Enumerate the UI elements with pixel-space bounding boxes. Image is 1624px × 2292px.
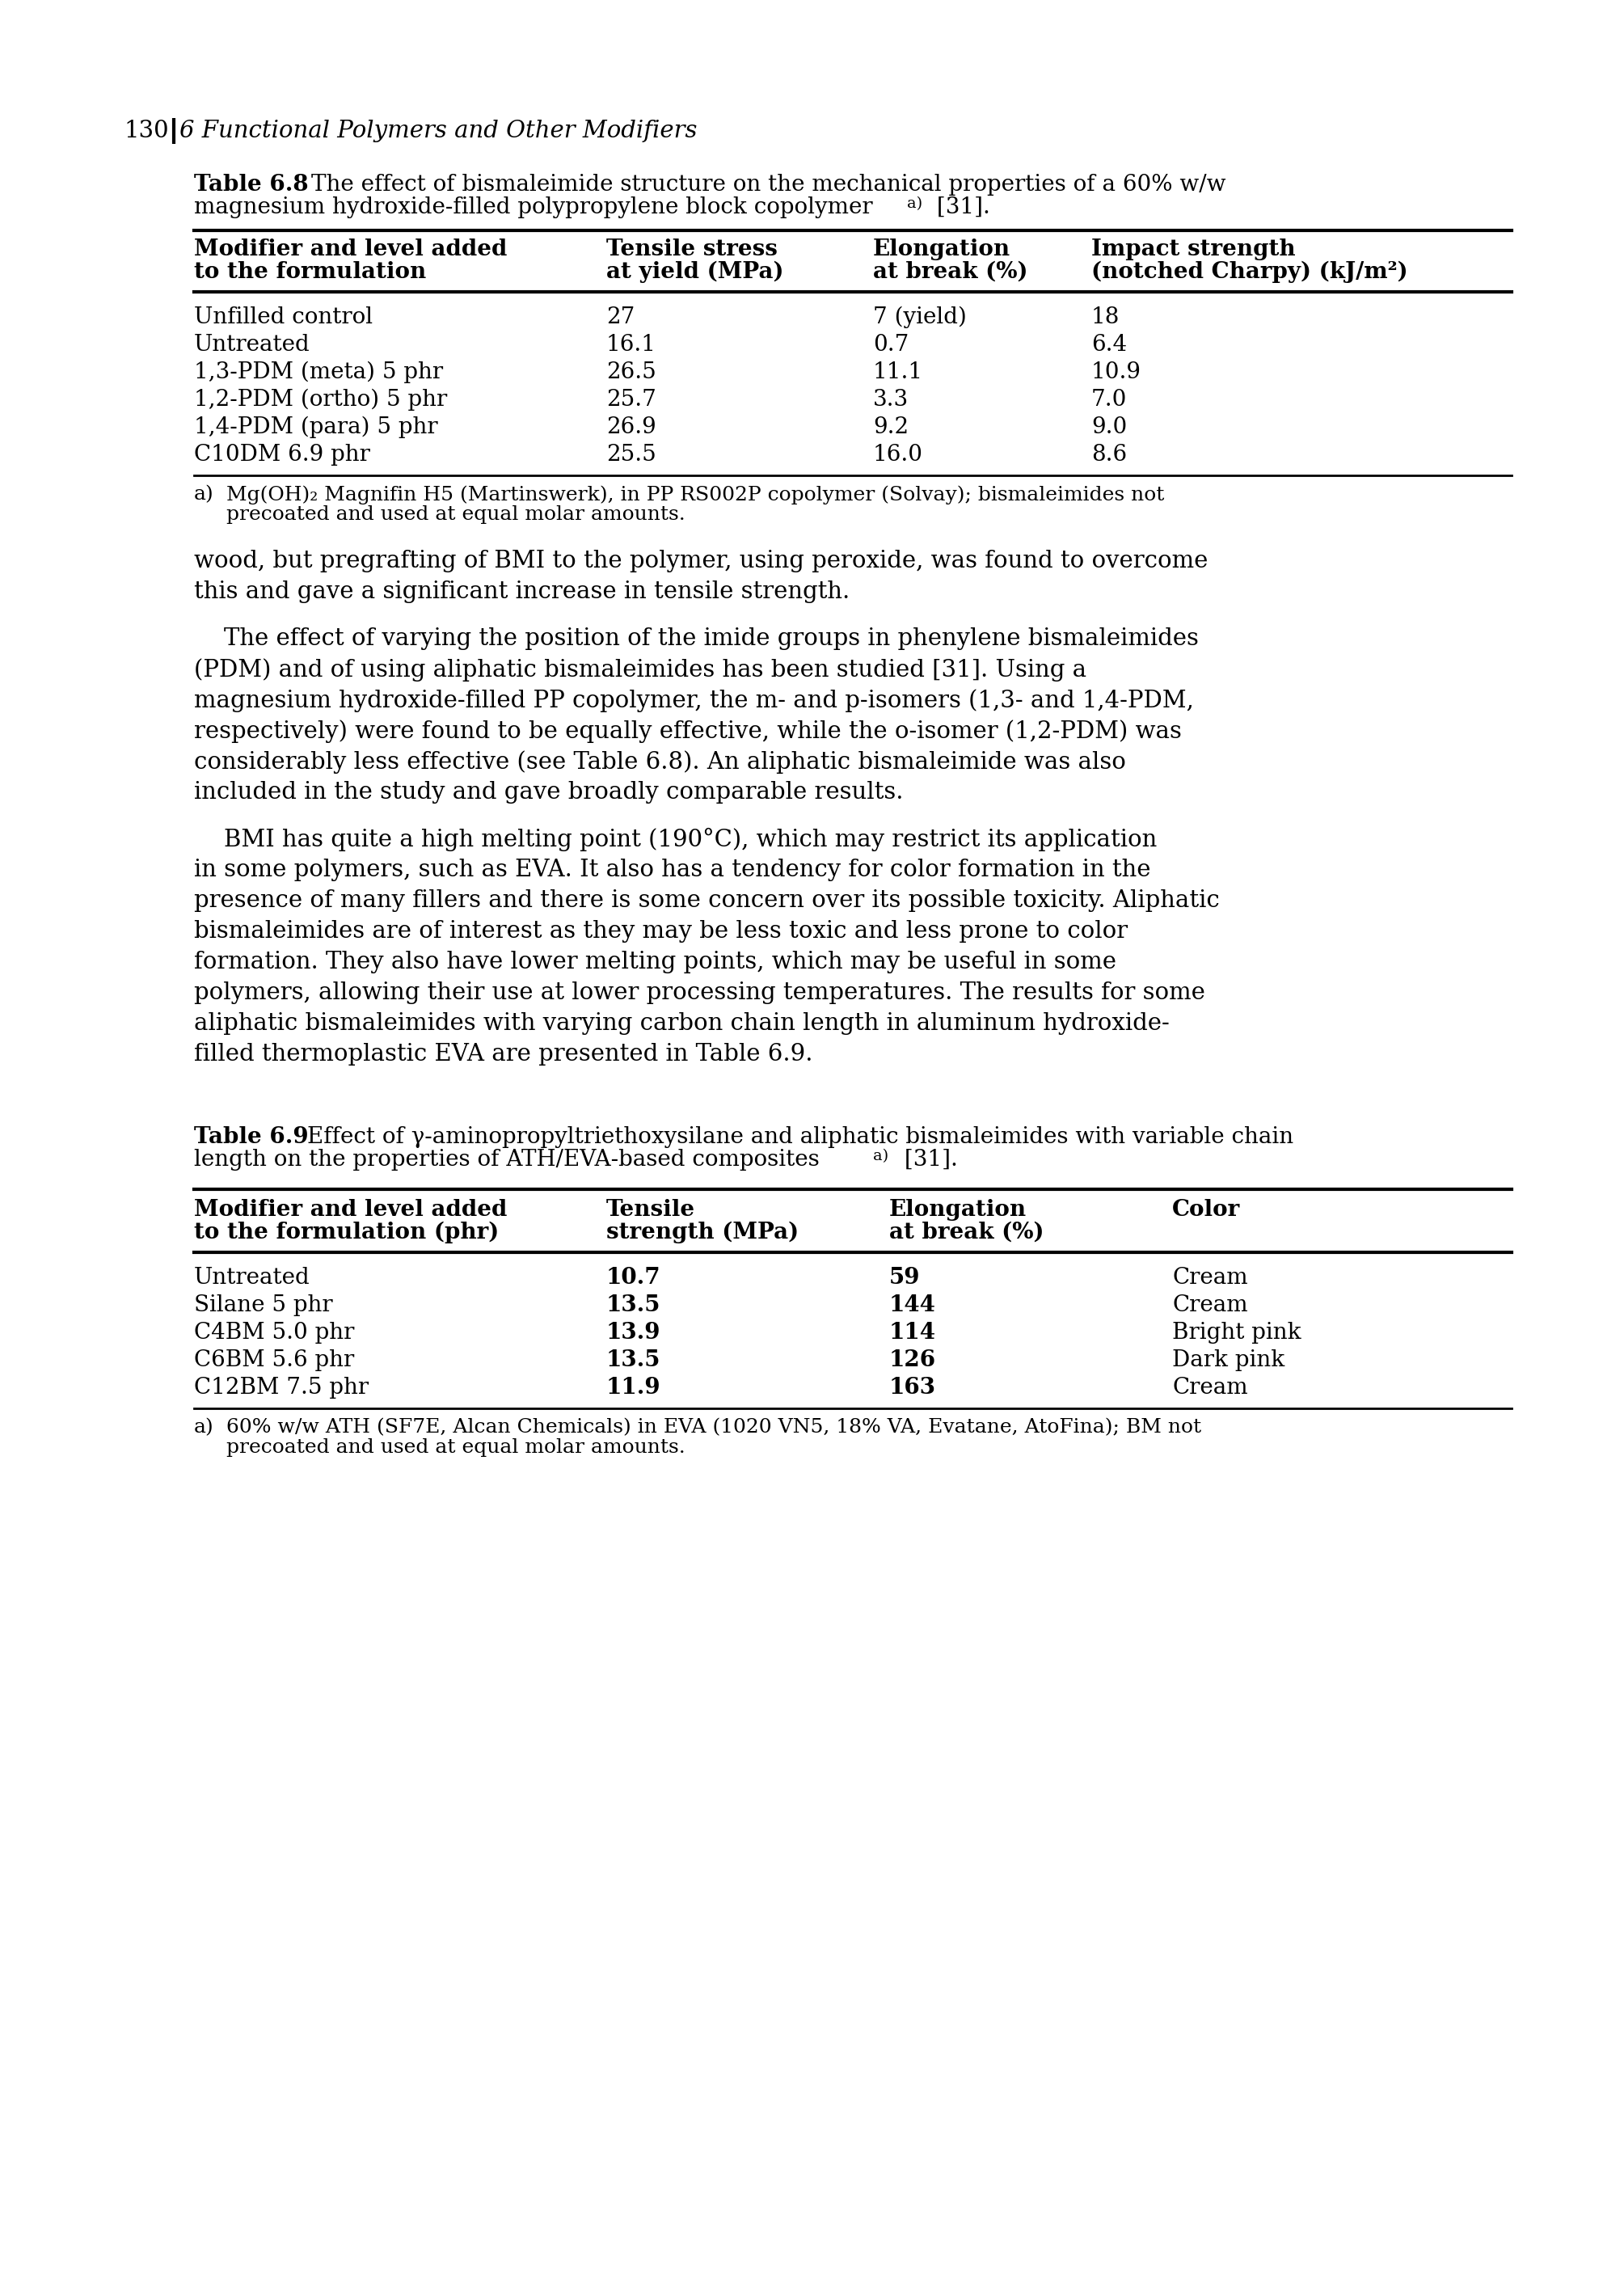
Text: at yield (MPa): at yield (MPa) bbox=[606, 261, 784, 284]
Text: at break (%): at break (%) bbox=[890, 1222, 1044, 1245]
Text: filled thermoplastic EVA are presented in Table 6.9.: filled thermoplastic EVA are presented i… bbox=[193, 1043, 812, 1066]
Text: 1,4-PDM (para) 5 phr: 1,4-PDM (para) 5 phr bbox=[193, 417, 438, 438]
Text: 13.5: 13.5 bbox=[606, 1295, 661, 1316]
Text: Tensile stress: Tensile stress bbox=[606, 238, 778, 261]
Text: 27: 27 bbox=[606, 307, 635, 328]
Text: C4BM 5.0 phr: C4BM 5.0 phr bbox=[193, 1322, 354, 1343]
Text: 26.5: 26.5 bbox=[606, 362, 656, 383]
Text: Effect of γ-aminopropyltriethoxysilane and aliphatic bismaleimides with variable: Effect of γ-aminopropyltriethoxysilane a… bbox=[307, 1125, 1293, 1148]
Text: 59: 59 bbox=[890, 1267, 921, 1288]
Text: [31].: [31]. bbox=[929, 197, 991, 218]
Text: a): a) bbox=[193, 486, 214, 504]
Text: 130: 130 bbox=[123, 119, 169, 142]
Text: Cream: Cream bbox=[1173, 1295, 1247, 1316]
Text: Cream: Cream bbox=[1173, 1377, 1247, 1398]
Text: The effect of bismaleimide structure on the mechanical properties of a 60% w/w: The effect of bismaleimide structure on … bbox=[312, 174, 1226, 195]
Text: a): a) bbox=[193, 1419, 214, 1437]
Text: C6BM 5.6 phr: C6BM 5.6 phr bbox=[193, 1350, 354, 1371]
Text: Mg(OH)₂ Magnifin H5 (Martinswerk), in PP RS002P copolymer (Solvay); bismaleimide: Mg(OH)₂ Magnifin H5 (Martinswerk), in PP… bbox=[226, 486, 1164, 504]
Text: to the formulation (phr): to the formulation (phr) bbox=[193, 1222, 499, 1245]
Text: to the formulation: to the formulation bbox=[193, 261, 425, 282]
Text: 7 (yield): 7 (yield) bbox=[874, 307, 966, 328]
Text: Bright pink: Bright pink bbox=[1173, 1322, 1301, 1343]
Text: 6.4: 6.4 bbox=[1091, 335, 1127, 355]
Text: 25.5: 25.5 bbox=[606, 445, 656, 465]
Text: included in the study and gave broadly comparable results.: included in the study and gave broadly c… bbox=[193, 782, 903, 804]
Text: Silane 5 phr: Silane 5 phr bbox=[193, 1295, 333, 1316]
Text: Table 6.8: Table 6.8 bbox=[193, 174, 309, 195]
Text: Untreated: Untreated bbox=[193, 1267, 310, 1288]
Text: 25.7: 25.7 bbox=[606, 390, 656, 410]
Text: considerably less effective (see Table 6.8). An aliphatic bismaleimide was also: considerably less effective (see Table 6… bbox=[193, 749, 1125, 772]
Text: 16.0: 16.0 bbox=[874, 445, 922, 465]
Text: wood, but pregrafting of BMI to the polymer, using peroxide, was found to overco: wood, but pregrafting of BMI to the poly… bbox=[193, 550, 1208, 573]
Text: 9.0: 9.0 bbox=[1091, 417, 1127, 438]
Text: strength (MPa): strength (MPa) bbox=[606, 1222, 799, 1245]
Text: aliphatic bismaleimides with varying carbon chain length in aluminum hydroxide-: aliphatic bismaleimides with varying car… bbox=[193, 1013, 1169, 1034]
Text: in some polymers, such as EVA. It also has a tendency for color formation in the: in some polymers, such as EVA. It also h… bbox=[193, 860, 1151, 880]
Text: 9.2: 9.2 bbox=[874, 417, 909, 438]
Text: Modifier and level added: Modifier and level added bbox=[193, 238, 507, 261]
Text: Table 6.9: Table 6.9 bbox=[193, 1125, 309, 1148]
Text: at break (%): at break (%) bbox=[874, 261, 1028, 282]
Text: Impact strength: Impact strength bbox=[1091, 238, 1296, 261]
Text: The effect of varying the position of the imide groups in phenylene bismaleimide: The effect of varying the position of th… bbox=[193, 628, 1199, 651]
Text: 10.9: 10.9 bbox=[1091, 362, 1142, 383]
Text: Tensile: Tensile bbox=[606, 1199, 695, 1222]
Text: [31].: [31]. bbox=[898, 1148, 958, 1171]
Text: 11.1: 11.1 bbox=[874, 362, 924, 383]
Text: Dark pink: Dark pink bbox=[1173, 1350, 1285, 1371]
Text: Modifier and level added: Modifier and level added bbox=[193, 1199, 507, 1222]
Text: respectively) were found to be equally effective, while the o-isomer (1,2-PDM) w: respectively) were found to be equally e… bbox=[193, 720, 1182, 743]
Text: Elongation: Elongation bbox=[874, 238, 1010, 261]
Text: 6 Functional Polymers and Other Modifiers: 6 Functional Polymers and Other Modifier… bbox=[180, 119, 697, 142]
Text: presence of many fillers and there is some concern over its possible toxicity. A: presence of many fillers and there is so… bbox=[193, 889, 1220, 912]
Text: 114: 114 bbox=[890, 1322, 935, 1343]
Text: 163: 163 bbox=[890, 1377, 935, 1398]
Text: 1,2-PDM (ortho) 5 phr: 1,2-PDM (ortho) 5 phr bbox=[193, 390, 447, 410]
Text: 26.9: 26.9 bbox=[606, 417, 656, 438]
Text: magnesium hydroxide-filled polypropylene block copolymer: magnesium hydroxide-filled polypropylene… bbox=[193, 197, 872, 218]
Text: precoated and used at equal molar amounts.: precoated and used at equal molar amount… bbox=[226, 504, 685, 525]
Text: Unfilled control: Unfilled control bbox=[193, 307, 374, 328]
Text: length on the properties of ATH/EVA-based composites: length on the properties of ATH/EVA-base… bbox=[193, 1148, 820, 1171]
Text: 3.3: 3.3 bbox=[874, 390, 909, 410]
Text: 10.7: 10.7 bbox=[606, 1267, 661, 1288]
Text: precoated and used at equal molar amounts.: precoated and used at equal molar amount… bbox=[226, 1439, 685, 1458]
Text: bismaleimides are of interest as they may be less toxic and less prone to color: bismaleimides are of interest as they ma… bbox=[193, 919, 1127, 942]
Text: C12BM 7.5 phr: C12BM 7.5 phr bbox=[193, 1377, 369, 1398]
Text: Cream: Cream bbox=[1173, 1267, 1247, 1288]
Text: this and gave a significant increase in tensile strength.: this and gave a significant increase in … bbox=[193, 580, 849, 603]
Text: (notched Charpy) (kJ/m²): (notched Charpy) (kJ/m²) bbox=[1091, 261, 1408, 284]
Text: (PDM) and of using aliphatic bismaleimides has been studied [31]. Using a: (PDM) and of using aliphatic bismaleimid… bbox=[193, 658, 1086, 681]
Text: Elongation: Elongation bbox=[890, 1199, 1026, 1222]
Text: 126: 126 bbox=[890, 1350, 935, 1371]
Text: 60% w/w ATH (SF7E, Alcan Chemicals) in EVA (1020 VN5, 18% VA, Evatane, AtoFina);: 60% w/w ATH (SF7E, Alcan Chemicals) in E… bbox=[226, 1419, 1202, 1437]
Text: polymers, allowing their use at lower processing temperatures. The results for s: polymers, allowing their use at lower pr… bbox=[193, 981, 1205, 1004]
Text: 1,3-PDM (meta) 5 phr: 1,3-PDM (meta) 5 phr bbox=[193, 362, 443, 383]
Text: Color: Color bbox=[1173, 1199, 1241, 1222]
Text: 13.5: 13.5 bbox=[606, 1350, 661, 1371]
Text: 16.1: 16.1 bbox=[606, 335, 656, 355]
Text: a): a) bbox=[874, 1148, 888, 1164]
Text: 13.9: 13.9 bbox=[606, 1322, 661, 1343]
Text: 18: 18 bbox=[1091, 307, 1121, 328]
Text: 0.7: 0.7 bbox=[874, 335, 909, 355]
Text: 7.0: 7.0 bbox=[1091, 390, 1127, 410]
Text: magnesium hydroxide-filled PP copolymer, the m- and p-isomers (1,3- and 1,4-PDM,: magnesium hydroxide-filled PP copolymer,… bbox=[193, 690, 1194, 713]
Text: 144: 144 bbox=[890, 1295, 935, 1316]
Text: C10DM 6.9 phr: C10DM 6.9 phr bbox=[193, 445, 370, 465]
Text: 8.6: 8.6 bbox=[1091, 445, 1127, 465]
Text: formation. They also have lower melting points, which may be useful in some: formation. They also have lower melting … bbox=[193, 951, 1116, 974]
Text: a): a) bbox=[906, 197, 922, 211]
Text: BMI has quite a high melting point (190°C), which may restrict its application: BMI has quite a high melting point (190°… bbox=[193, 827, 1156, 850]
Text: 11.9: 11.9 bbox=[606, 1377, 661, 1398]
Text: Untreated: Untreated bbox=[193, 335, 310, 355]
